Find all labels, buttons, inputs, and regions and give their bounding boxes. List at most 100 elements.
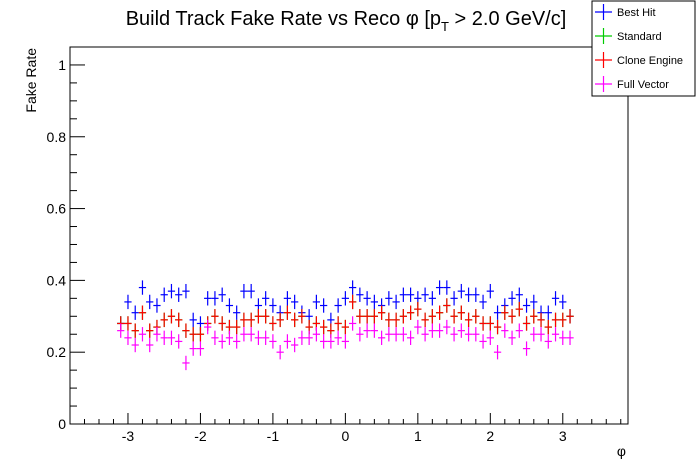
- data-point: [218, 287, 226, 302]
- data-point: [486, 316, 494, 331]
- data-point: [385, 291, 393, 306]
- data-point: [385, 327, 393, 342]
- data-point: [356, 309, 364, 324]
- x-tick-label: 3: [559, 428, 567, 444]
- data-point: [131, 305, 139, 320]
- series-layer: [117, 280, 574, 371]
- data-point: [218, 316, 226, 331]
- data-point: [189, 341, 197, 356]
- chart-title: Build Track Fake Rate vs Reco φ [pT > 2.…: [126, 8, 567, 34]
- data-point: [399, 327, 407, 342]
- data-point: [283, 334, 292, 349]
- data-point: [493, 345, 502, 360]
- data-point: [240, 312, 248, 328]
- data-point: [131, 323, 139, 338]
- data-point: [283, 305, 292, 320]
- data-point: [131, 337, 139, 353]
- data-point: [225, 330, 234, 346]
- data-point: [530, 294, 538, 310]
- data-point: [312, 327, 321, 342]
- data-point: [559, 330, 567, 346]
- legend-item: Full Vector: [595, 76, 669, 92]
- data-point: [283, 291, 292, 306]
- data-point: [522, 316, 531, 331]
- data-point: [225, 298, 234, 313]
- y-tick-label: 1: [58, 57, 66, 73]
- data-point: [124, 316, 132, 331]
- data-point: [327, 334, 335, 349]
- legend-item: Best Hit: [595, 4, 656, 20]
- data-point: [233, 334, 241, 349]
- data-point: [450, 327, 458, 342]
- data-point: [160, 312, 168, 328]
- data-point: [349, 294, 357, 310]
- data-point: [356, 287, 364, 302]
- data-point: [189, 327, 197, 342]
- legend-label: Full Vector: [617, 79, 669, 91]
- data-point: [537, 327, 545, 342]
- data-point: [399, 287, 407, 302]
- data-point: [501, 305, 509, 320]
- data-point: [450, 309, 458, 324]
- data-point: [435, 280, 444, 295]
- x-tick-label: 2: [486, 428, 494, 444]
- data-point: [138, 280, 147, 295]
- data-point: [508, 309, 516, 324]
- data-point: [305, 330, 313, 346]
- data-point: [464, 327, 473, 342]
- data-point: [544, 305, 552, 320]
- data-point: [457, 323, 465, 338]
- data-point: [421, 312, 429, 328]
- data-point: [530, 309, 538, 324]
- data-point: [472, 327, 480, 342]
- data-point: [428, 309, 436, 324]
- data-point: [262, 330, 270, 346]
- data-point: [240, 327, 248, 342]
- data-point: [291, 337, 299, 353]
- data-point: [370, 309, 378, 324]
- data-point: [443, 298, 451, 313]
- data-point: [233, 305, 241, 320]
- data-point: [414, 319, 422, 335]
- data-point: [392, 294, 400, 310]
- data-point: [501, 323, 509, 338]
- data-point: [414, 301, 422, 317]
- data-point: [211, 309, 219, 324]
- data-point: [175, 312, 183, 328]
- data-point: [146, 294, 154, 310]
- data-point: [320, 334, 328, 349]
- data-point: [551, 312, 560, 328]
- x-tick-label: -3: [122, 428, 135, 444]
- data-point: [254, 330, 263, 346]
- data-point: [167, 283, 176, 299]
- data-point: [124, 294, 132, 310]
- legend-label: Best Hit: [617, 7, 656, 19]
- data-point: [544, 334, 552, 349]
- data-point: [464, 287, 473, 302]
- data-point: [370, 323, 378, 338]
- data-point: [269, 298, 277, 313]
- data-point: [421, 327, 429, 342]
- data-point: [508, 330, 516, 346]
- data-point: [421, 287, 429, 302]
- data-point: [406, 287, 415, 302]
- data-point: [356, 327, 364, 342]
- data-point: [269, 334, 277, 349]
- data-point: [493, 319, 502, 335]
- data-point: [153, 298, 161, 313]
- data-point: [117, 323, 125, 338]
- y-axis-label: Fake Rate: [23, 48, 39, 113]
- data-point: [457, 305, 465, 320]
- legend-box: [591, 0, 696, 97]
- data-point: [486, 330, 494, 346]
- data-point: [406, 330, 415, 346]
- data-point: [167, 309, 176, 324]
- data-point: [334, 316, 342, 331]
- data-point: [349, 316, 357, 331]
- data-point: [479, 294, 487, 310]
- legend-label: Clone Engine: [617, 55, 683, 67]
- data-point: [522, 341, 531, 356]
- data-point: [551, 291, 560, 306]
- data-point: [392, 312, 400, 328]
